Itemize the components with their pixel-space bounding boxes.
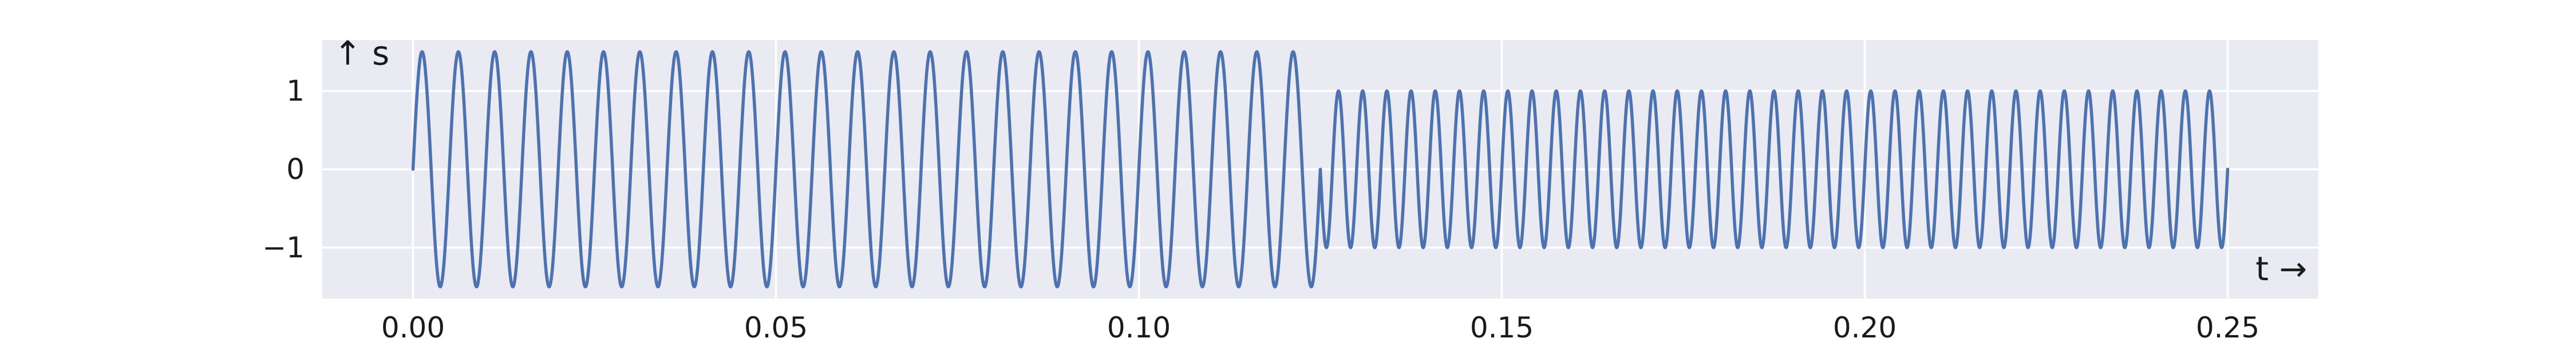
x-tick-label: 0.15	[1470, 311, 1534, 343]
x-tick-label: 0.10	[1107, 311, 1171, 343]
signal-line	[411, 50, 2230, 289]
x-tick-label: 0.25	[2196, 311, 2259, 343]
y-axis-label: ↑ s	[334, 34, 389, 73]
y-tick-label: 1	[286, 74, 305, 108]
x-tick-label: 0.00	[381, 311, 445, 343]
x-tick-label: 0.05	[744, 311, 808, 343]
x-tick-label: 0.20	[1833, 311, 1897, 343]
y-tick-label: 0	[286, 153, 305, 186]
y-tick-label: −1	[262, 231, 305, 264]
x-axis-label: t →	[2255, 249, 2307, 288]
